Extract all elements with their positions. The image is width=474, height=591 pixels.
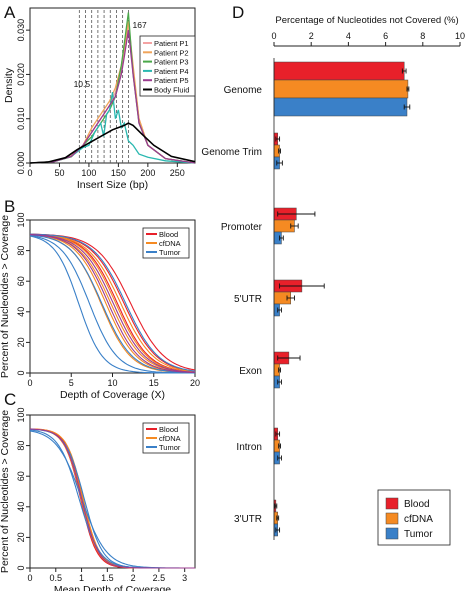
y-tick-label: 100 (16, 407, 26, 422)
category-label: 5'UTR (234, 294, 262, 305)
legend-label: Tumor (159, 248, 181, 257)
legend-label: cfDNA (159, 434, 181, 443)
legend-label: Blood (404, 499, 430, 510)
x-tick-label: 4 (346, 31, 351, 41)
x-tick-label: 10 (455, 31, 465, 41)
bar (273, 97, 408, 117)
coverage-curve (30, 233, 196, 372)
x-tick-label: 250 (170, 168, 185, 178)
category-label: Promoter (221, 222, 263, 233)
panel-label-b: B (4, 197, 15, 216)
legend-box (139, 35, 196, 97)
y-tick-label: 0 (16, 565, 26, 570)
panel-b-coverage-chart: 0 5 10 15 20 0 20 40 60 80 100 Depth of Coverage (X… (0, 212, 200, 401)
legend-swatch (385, 512, 399, 525)
x-tick-label: 3 (182, 573, 187, 583)
y-tick-label: 0.020 (16, 63, 26, 86)
coverage-curve (29, 234, 196, 374)
y-tick-label: 60 (16, 276, 26, 286)
bar (273, 61, 405, 81)
x-tick-label: 20 (190, 378, 200, 388)
panel-label-c: C (4, 390, 16, 409)
y-axis-label: Percent of Nucleotides > Coverage (0, 410, 11, 573)
x-tick-label: 0 (27, 168, 32, 178)
legend-label: Patient P1 (154, 39, 189, 48)
x-axis-label: Insert Size (bp) (77, 179, 148, 191)
legend-label: Patient P5 (154, 76, 189, 85)
x-tick-label: 5 (69, 378, 74, 388)
coverage-curve (30, 428, 195, 569)
y-tick-label: 80 (16, 441, 26, 451)
y-tick-label: 20 (16, 337, 26, 347)
y-tick-label: 100 (16, 212, 26, 227)
panel-c-mean-coverage-chart: 0 0.5 1 1.5 2 2.5 3 0 20 40 60 80 100 Mean Depth of C… (0, 407, 196, 591)
bar (273, 79, 409, 99)
y-tick-label: 0.000 (16, 152, 26, 175)
x-tick-label: 100 (81, 168, 96, 178)
x-tick-label: 0 (271, 31, 276, 41)
peak-label: 167 (133, 20, 147, 30)
density-series-line (29, 122, 196, 164)
y-tick-label: 60 (16, 471, 26, 481)
x-tick-label: 200 (140, 168, 155, 178)
y-tick-label: 0.030 (16, 19, 26, 42)
y-tick-label: 20 (16, 532, 26, 542)
x-tick-label: 150 (111, 168, 126, 178)
density-series-line (29, 91, 196, 164)
x-tick-label: 2 (131, 573, 136, 583)
coverage-curve (29, 235, 195, 374)
y-tick-label: 0.010 (16, 107, 26, 130)
x-tick-label: 50 (54, 168, 64, 178)
category-label: Exon (239, 366, 262, 377)
legend-label: Tumor (159, 443, 181, 452)
coverage-curve (29, 234, 196, 374)
x-axis-label: Mean Depth of Coverage (54, 584, 171, 591)
category-label: Intron (236, 442, 262, 453)
x-tick-label: 6 (383, 31, 388, 41)
legend-swatch (385, 497, 399, 510)
y-axis-label: Density (3, 67, 15, 103)
chart-title: Percentage of Nucleotides not Covered (%… (275, 15, 458, 26)
y-axis-label: Percent of Nucleotides > Coverage (0, 215, 11, 378)
legend-label: cfDNA (159, 239, 181, 248)
legend-label: Patient P2 (154, 48, 189, 57)
spacing-label: 10.5 (74, 79, 91, 89)
panel-d-bar-chart: Percentage of Nucleotides not Covered (%… (201, 15, 465, 546)
coverage-curve (29, 233, 196, 373)
legend-label: Tumor (404, 529, 433, 540)
panel-label-d: D (232, 3, 244, 22)
legend-label: Patient P4 (154, 67, 189, 76)
panel-a-density-chart: 0 50 100 150 200 250 0.000 0.010 0.020 0.030 Inser… (3, 7, 196, 191)
y-tick-label: 40 (16, 502, 26, 512)
legend-label: Blood (159, 425, 178, 434)
x-tick-label: 0 (27, 573, 32, 583)
y-tick-label: 80 (16, 246, 26, 256)
legend-label: cfDNA (404, 514, 433, 525)
legend-label: Body Fluid (154, 86, 189, 95)
x-axis-label: Depth of Coverage (X) (60, 389, 165, 401)
legend-swatch (385, 527, 399, 540)
plot-frame (29, 414, 196, 569)
y-tick-label: 0 (16, 370, 26, 375)
x-tick-label: 8 (420, 31, 425, 41)
x-tick-label: 0 (27, 378, 32, 388)
legend-label: Blood (159, 230, 178, 239)
coverage-curve (29, 233, 196, 373)
x-tick-label: 0.5 (50, 573, 63, 583)
legend-label: Patient P3 (154, 58, 189, 67)
x-tick-label: 10 (107, 378, 117, 388)
category-label: 3'UTR (234, 514, 262, 525)
y-tick-label: 40 (16, 307, 26, 317)
x-tick-label: 15 (149, 378, 159, 388)
x-tick-label: 1.5 (101, 573, 114, 583)
category-label: Genome Trim (201, 147, 262, 158)
x-tick-label: 2 (309, 31, 314, 41)
x-tick-label: 1 (79, 573, 84, 583)
category-label: Genome (224, 85, 263, 96)
panel-label-a: A (4, 3, 16, 22)
x-tick-label: 2.5 (153, 573, 166, 583)
